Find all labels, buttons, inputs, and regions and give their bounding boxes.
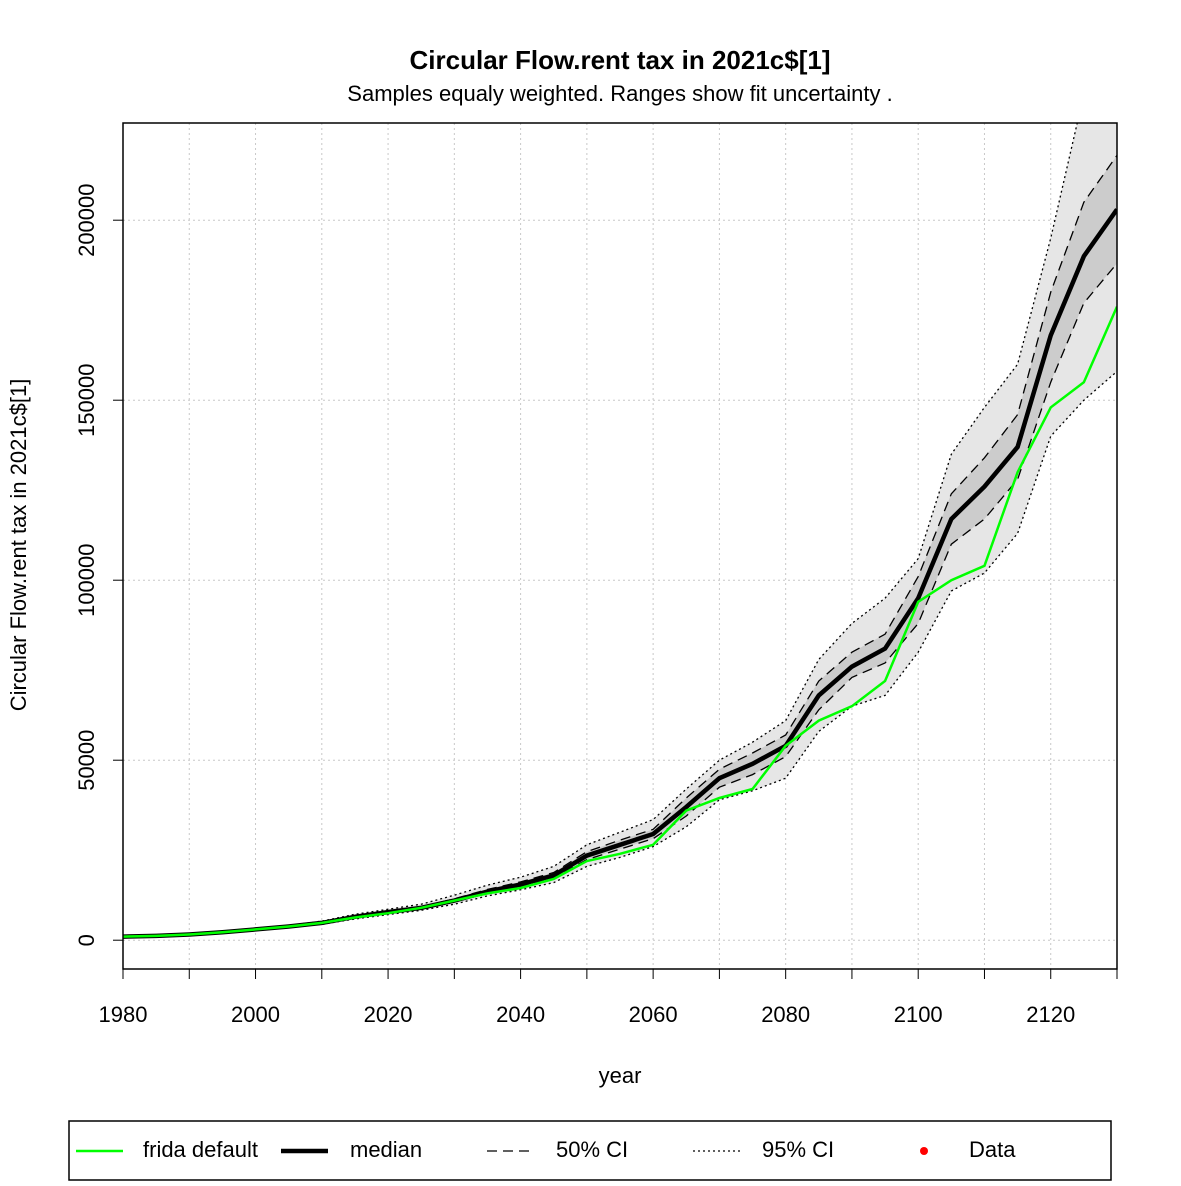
legend-label: Data (969, 1137, 1016, 1162)
plot-frame (122, 122, 1118, 970)
x-tick-label: 2040 (496, 1002, 545, 1027)
x-tick-label: 2000 (231, 1002, 280, 1027)
y-tick-label: 0 (74, 934, 99, 946)
x-tick-label: 1980 (99, 1002, 148, 1027)
y-tick-label: 50000 (74, 730, 99, 791)
series-line (123, 306, 1117, 938)
plot-area (123, 123, 1117, 969)
y-tick-label: 200000 (74, 183, 99, 256)
x-tick-label: 2080 (761, 1002, 810, 1027)
legend-label: 50% CI (556, 1137, 628, 1162)
y-axis-label: Circular Flow.rent tax in 2021c$[1] (6, 379, 31, 712)
x-axis-label: year (599, 1063, 642, 1088)
legend-label: median (350, 1137, 422, 1162)
y-tick-label: 100000 (74, 543, 99, 616)
chart-subtitle: Samples equaly weighted. Ranges show fit… (347, 81, 892, 106)
legend-marker (920, 1147, 928, 1155)
x-tick-label: 2020 (364, 1002, 413, 1027)
x-tick-label: 2060 (629, 1002, 678, 1027)
legend-label: 95% CI (762, 1137, 834, 1162)
ci-band (123, 123, 1117, 938)
legend-label: frida default (143, 1137, 258, 1162)
x-tick-label: 2120 (1026, 1002, 1075, 1027)
legend-box (68, 1120, 1112, 1181)
chart-title: Circular Flow.rent tax in 2021c$[1] (410, 45, 831, 75)
x-tick-label: 2100 (894, 1002, 943, 1027)
y-tick-label: 150000 (74, 363, 99, 436)
